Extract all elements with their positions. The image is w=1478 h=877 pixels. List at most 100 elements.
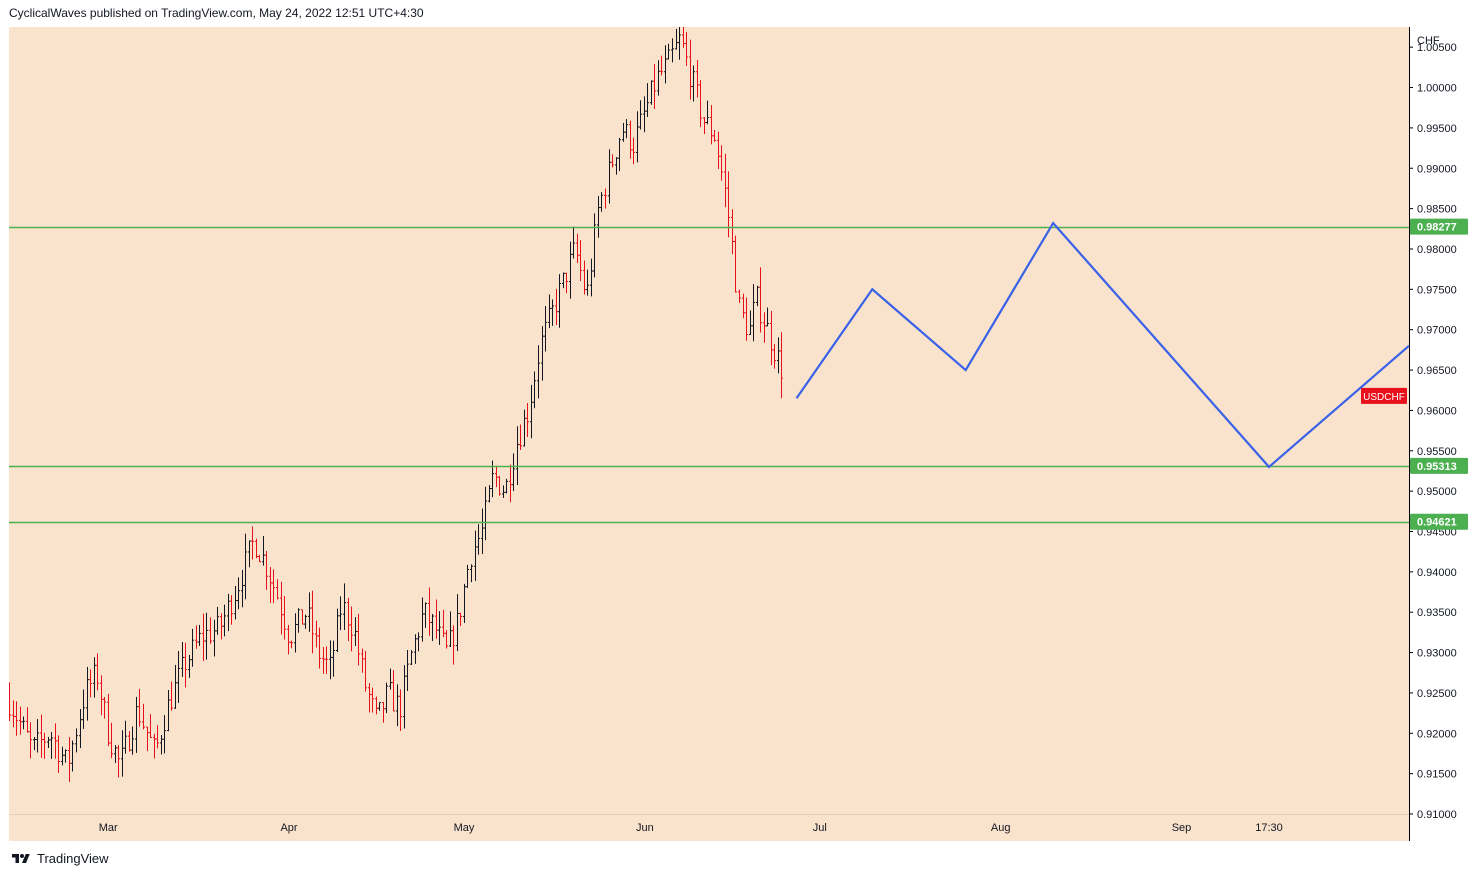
ohlc-bar (181, 641, 184, 677)
price-tick-label: 0.98000 (1417, 244, 1457, 256)
ohlc-bar (650, 80, 653, 105)
ohlc-bar (392, 669, 395, 712)
ohlc-bar (61, 746, 64, 766)
ohlc-bar (615, 157, 618, 175)
ohlc-bar (364, 650, 367, 692)
ohlc-bar (713, 129, 716, 142)
ohlc-bar (68, 737, 71, 782)
time-tick-label: Jun (636, 822, 654, 834)
ohlc-bar (731, 209, 734, 255)
ohlc-bar (220, 613, 223, 640)
price-tick-label: 0.95000 (1417, 486, 1457, 498)
ohlc-bar (304, 614, 307, 629)
ohlc-bar (600, 191, 603, 212)
level-price-text: 0.95313 (1417, 461, 1457, 473)
projection-path[interactable] (795, 221, 1410, 469)
ohlc-bar (537, 345, 540, 399)
ohlc-bar (639, 100, 642, 130)
ohlc-bar (541, 326, 544, 381)
ohlc-bar (103, 697, 106, 719)
ohlc-bar (43, 732, 46, 759)
ohlc-bar (100, 675, 103, 716)
ohlc-bar (347, 597, 350, 642)
ohlc-bar (75, 728, 78, 753)
price-tick: 0.92500 (1409, 688, 1457, 700)
time-axis-ticks: Mar Apr May Jun Jul Aug Sep 17:30 (99, 822, 1283, 834)
ohlc-bar (421, 597, 424, 642)
ohlc-bar (763, 312, 766, 343)
ohlc-bar (22, 716, 25, 730)
ohlc-bar (435, 599, 438, 639)
ohlc-bar (671, 38, 674, 63)
ohlc-bar (93, 657, 96, 698)
price-axis-background[interactable] (1409, 27, 1468, 841)
price-tick-label: 0.93000 (1417, 648, 1457, 660)
level-price-text: 0.98277 (1417, 222, 1457, 234)
price-tick-label: 0.99000 (1417, 163, 1457, 175)
ohlc-bar (646, 83, 649, 118)
ohlc-bar (519, 424, 522, 451)
ohlc-bar (248, 540, 251, 568)
ohlc-bar (276, 579, 279, 600)
ohlc-bar (745, 297, 748, 341)
ohlc-bar (414, 634, 417, 664)
price-tick: 0.98000 (1409, 244, 1457, 256)
ohlc-bar (523, 409, 526, 447)
ohlc-bar (287, 624, 290, 655)
ohlc-bar (675, 28, 678, 50)
level-price-label: 0.94621 (1410, 513, 1468, 530)
ohlc-bar (64, 749, 67, 763)
ohlc-bar (569, 241, 572, 299)
ohlc-bar (258, 554, 261, 563)
horizontal-levels[interactable] (9, 226, 1409, 524)
ohlc-bar (756, 285, 759, 307)
ohlc-bar (611, 154, 614, 168)
ohlc-bar (142, 703, 145, 730)
ohlc-bar (759, 267, 762, 333)
ohlc-bar (572, 226, 575, 259)
ohlc-bar (241, 569, 244, 608)
ohlc-bar (170, 681, 173, 711)
ohlc-bar (29, 722, 32, 759)
time-tick-label: Apr (280, 822, 297, 834)
price-tick-label: 1.00500 (1417, 42, 1457, 54)
price-tick: 1.00000 (1409, 83, 1457, 95)
price-tick: 0.95500 (1409, 446, 1457, 458)
time-axis-background[interactable] (9, 814, 1409, 841)
ohlc-bar (604, 188, 607, 209)
ohlc-bar (608, 149, 611, 204)
ohlc-bar (752, 284, 755, 342)
ohlc-bar (396, 684, 399, 727)
ohlc-bar (117, 745, 120, 778)
ohlc-bar (272, 569, 275, 604)
price-chart[interactable]: 0.91000 0.91500 0.92000 0.92500 0.93000 0.935… (8, 15, 1468, 841)
ohlc-bar (724, 153, 727, 208)
ohlc-bar (223, 604, 226, 637)
ohlc-bar (474, 530, 477, 581)
ohlc-bar (251, 526, 254, 560)
ohlc-bar (26, 707, 29, 733)
price-tick: 0.97000 (1409, 325, 1457, 337)
ohlc-bar (738, 289, 741, 303)
price-tick: 0.92000 (1409, 728, 1457, 740)
footer-brand[interactable]: TradingView (10, 851, 109, 866)
ohlc-bar (470, 564, 473, 583)
ohlc-bar (498, 475, 501, 496)
price-tick: 0.97500 (1409, 284, 1457, 296)
chart-svg[interactable]: 0.91000 0.91500 0.92000 0.92500 0.93000 0.935… (8, 15, 1468, 841)
ohlc-bar (449, 611, 452, 648)
ohlc-bar (516, 426, 519, 485)
ohlc-bar (551, 299, 554, 326)
ohlc-bar (689, 39, 692, 100)
ohlc-bar (156, 725, 159, 749)
price-tick-label: 0.95500 (1417, 446, 1457, 458)
ohlc-bar (452, 625, 455, 665)
ohlc-bar (57, 735, 60, 773)
ohlc-bar (301, 609, 304, 625)
price-tick-label: 0.94000 (1417, 567, 1457, 579)
price-tick-label: 0.92000 (1417, 728, 1457, 740)
ohlc-bar (138, 688, 141, 727)
price-tick: 0.95000 (1409, 486, 1457, 498)
price-tick-label: 0.93500 (1417, 607, 1457, 619)
ohlc-bar (477, 524, 480, 555)
